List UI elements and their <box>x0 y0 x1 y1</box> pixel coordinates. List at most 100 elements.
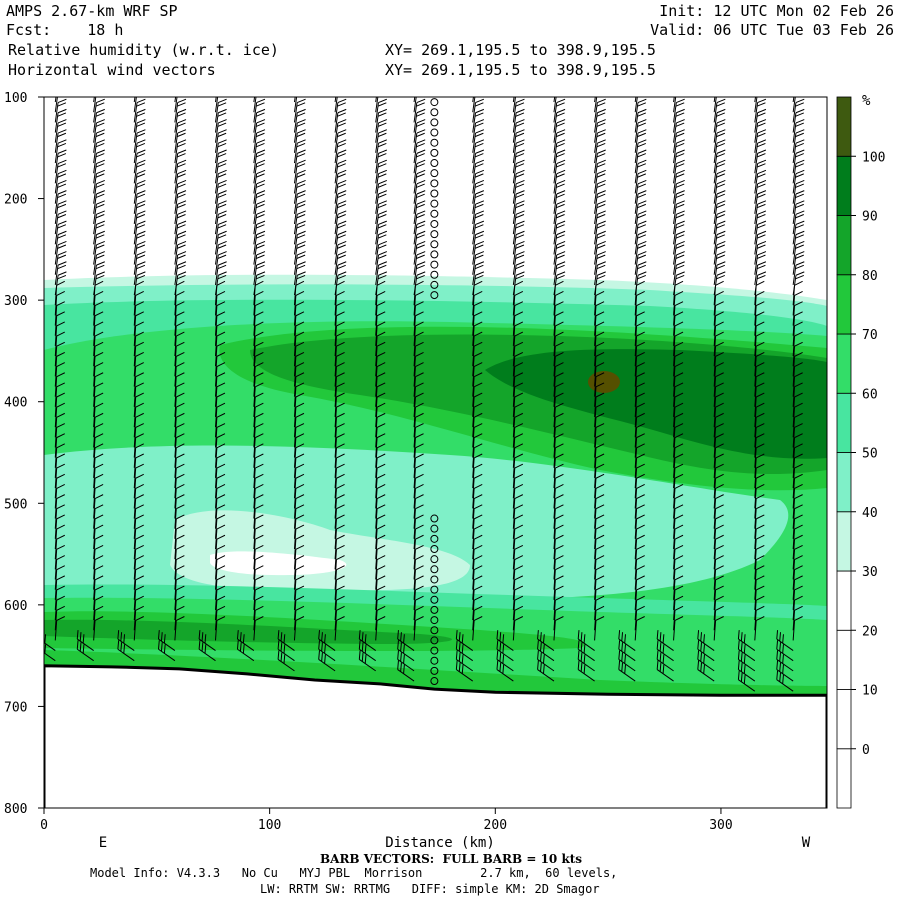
wind-barb <box>93 139 105 164</box>
wind-barb <box>737 660 756 682</box>
wind-barb <box>214 524 226 550</box>
wind-barb <box>334 372 345 397</box>
wind-barb <box>133 280 144 306</box>
wind-barb <box>93 504 104 529</box>
x-tick-label-200: 200 <box>484 818 507 833</box>
wind-barb <box>754 280 765 306</box>
wind-barb <box>754 534 765 560</box>
wind-barb <box>133 311 144 336</box>
wind-barb <box>375 595 386 621</box>
wind-barb <box>93 382 104 407</box>
wind-barb <box>293 402 305 428</box>
wind-barb <box>594 575 605 600</box>
wind-barb <box>293 240 306 265</box>
wind-barb <box>253 291 264 316</box>
wind-barbs <box>44 97 805 692</box>
wind-barb <box>472 251 485 275</box>
wind-barb <box>93 402 104 428</box>
wind-barb <box>54 149 67 174</box>
wind-barb <box>413 585 424 610</box>
wind-barb <box>673 200 685 225</box>
wind-barb <box>792 210 805 235</box>
wind-barb <box>737 630 756 651</box>
wind-barb <box>214 544 226 570</box>
wind-barb <box>93 321 104 346</box>
wind-barb <box>792 190 805 214</box>
y-tick-label-200: 200 <box>4 193 27 208</box>
wind-barb <box>634 484 645 509</box>
y-tick-label-700: 700 <box>4 700 27 715</box>
wind-barb <box>413 463 424 489</box>
wind-barb <box>334 98 347 123</box>
wind-barb <box>375 180 388 204</box>
wind-barb <box>634 291 645 316</box>
wind-barb <box>754 149 767 174</box>
wind-barb <box>253 351 264 377</box>
wind-barb <box>174 382 185 407</box>
wind-barb <box>214 423 226 448</box>
wind-barb <box>673 98 685 123</box>
wind-barb <box>334 261 347 285</box>
wind-barb <box>713 98 726 123</box>
wind-barb <box>792 251 805 275</box>
wind-barb <box>472 129 485 153</box>
wind-barb <box>713 595 724 621</box>
wind-barb <box>174 210 187 235</box>
wind-barb <box>334 443 345 468</box>
wind-barb <box>375 280 386 306</box>
wind-barb <box>293 210 306 235</box>
wind-barb <box>133 504 144 529</box>
wind-barb <box>792 291 803 316</box>
calm-wind-circle <box>430 677 439 686</box>
wind-barb <box>133 382 144 407</box>
wind-barb <box>594 129 606 153</box>
wind-barb <box>754 585 765 610</box>
wind-barb <box>634 311 645 336</box>
wind-barb <box>553 565 564 590</box>
wind-barb <box>673 524 684 550</box>
wind-barb <box>634 372 645 397</box>
wind-barb <box>537 640 555 662</box>
wind-barb <box>577 630 595 651</box>
calm-wind-circle <box>430 138 439 147</box>
wind-barb <box>594 494 605 519</box>
wind-barb <box>54 129 67 153</box>
wind-barb <box>93 108 105 133</box>
wind-barb <box>93 463 104 489</box>
wind-barb <box>93 341 104 367</box>
wind-barb <box>54 97 57 103</box>
y-tick-label-500: 500 <box>4 497 27 512</box>
wind-barb <box>792 261 805 285</box>
wind-barb <box>174 311 185 336</box>
wind-barb <box>713 514 724 539</box>
wind-barb <box>133 616 144 641</box>
wind-barb <box>334 149 347 174</box>
colorbar-swatch <box>836 689 852 750</box>
wind-barb <box>334 97 337 103</box>
wind-barb <box>214 280 226 306</box>
wind-barb <box>214 382 226 407</box>
wind-barb <box>334 210 347 235</box>
wind-barb <box>54 351 65 377</box>
wind-barb <box>512 98 525 123</box>
wind-barb <box>512 180 525 204</box>
wind-barb <box>413 473 424 499</box>
wind-barb <box>553 412 564 438</box>
wind-barb <box>673 463 684 489</box>
wind-barb <box>133 291 144 316</box>
wind-barb <box>792 514 803 539</box>
wind-barb <box>413 311 424 336</box>
wind-barb <box>253 362 264 387</box>
wind-barb <box>375 129 388 153</box>
wind-barb <box>472 402 483 428</box>
wind-barb <box>673 453 684 478</box>
wind-barb <box>512 423 524 448</box>
wind-barb <box>512 261 525 285</box>
wind-barb <box>512 382 524 407</box>
wind-barb <box>174 119 187 143</box>
wind-barb <box>334 605 345 631</box>
colorbar-swatch <box>836 155 852 216</box>
wind-barb <box>54 261 67 285</box>
wind-barb <box>174 412 185 438</box>
wind-barb <box>594 585 605 610</box>
